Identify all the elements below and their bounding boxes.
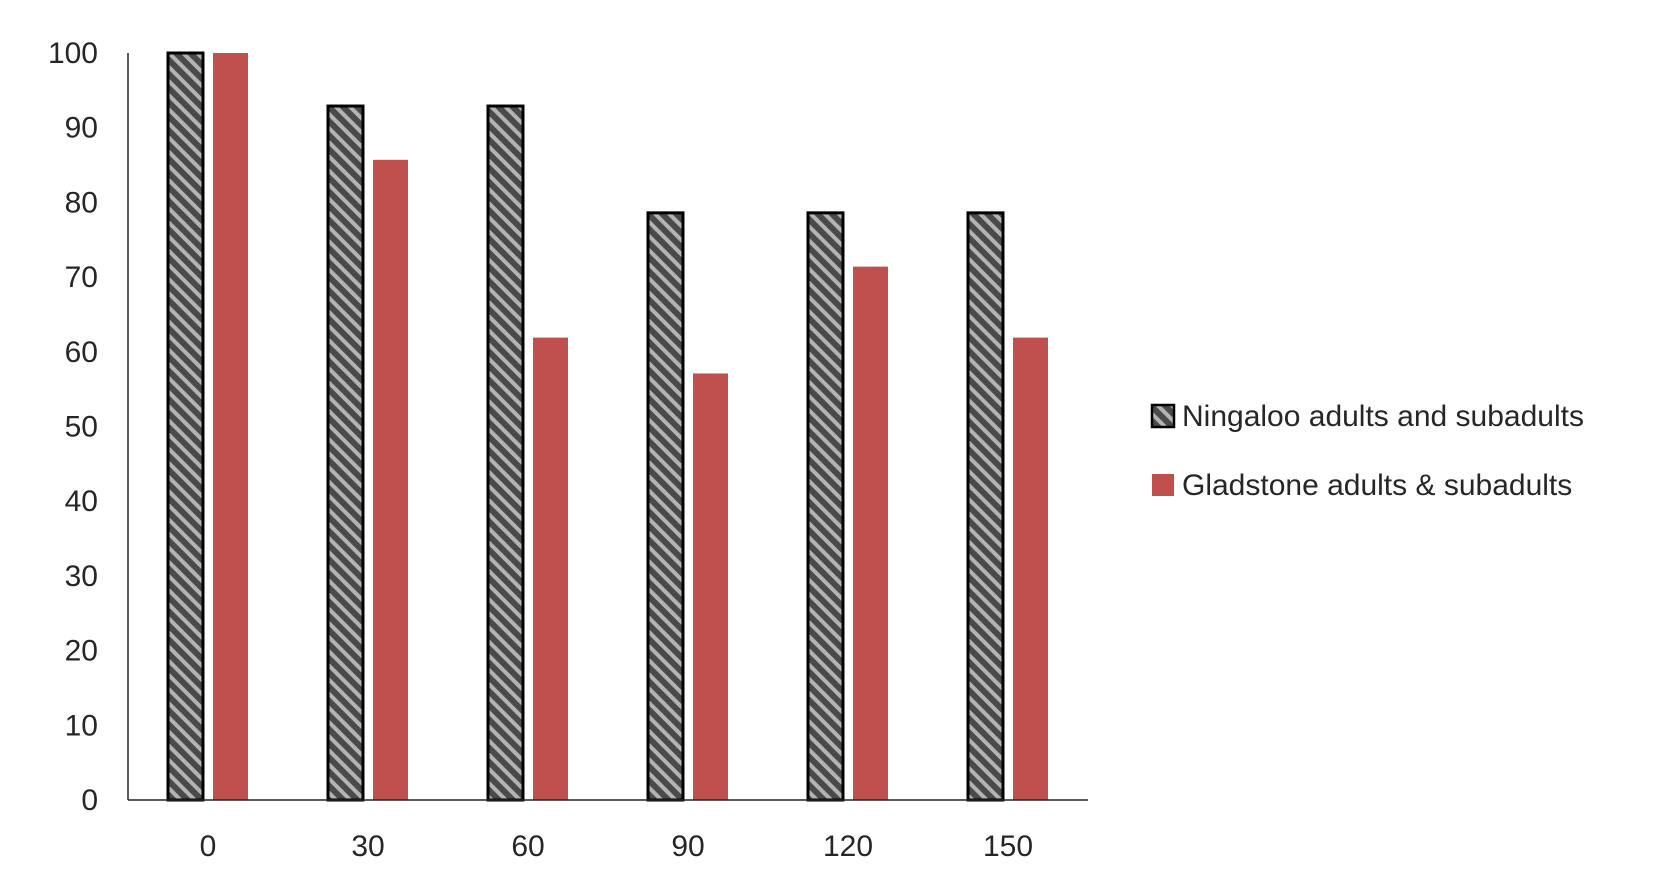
bar-gladstone-120 bbox=[853, 266, 888, 801]
legend: Ningaloo adults and subadults Gladstone a… bbox=[1150, 400, 1584, 502]
bar-ningaloo-150 bbox=[966, 211, 1005, 802]
y-tick-label: 100 bbox=[48, 37, 98, 70]
y-tick-label: 10 bbox=[65, 709, 98, 742]
x-tick-label: 60 bbox=[511, 830, 544, 863]
bar-ningaloo-60 bbox=[486, 104, 525, 802]
bar-gladstone-150 bbox=[1013, 337, 1048, 800]
y-tick-label: 30 bbox=[65, 560, 98, 593]
bar-gladstone-30 bbox=[373, 159, 408, 801]
y-tick-label: 90 bbox=[65, 112, 98, 145]
bar-ningaloo-120 bbox=[806, 211, 845, 802]
x-tick-label: 150 bbox=[983, 830, 1033, 863]
bar-gladstone-90 bbox=[693, 373, 728, 800]
x-axis: 0 30 60 90 120 150 bbox=[128, 799, 1088, 863]
bar-gladstone-60 bbox=[533, 337, 568, 800]
legend-swatch-gladstone bbox=[1152, 474, 1174, 496]
y-tick-label: 70 bbox=[65, 261, 98, 294]
x-tick-label: 120 bbox=[823, 830, 873, 863]
bar-ningaloo-30 bbox=[326, 104, 365, 802]
legend-swatch-ningaloo bbox=[1150, 403, 1176, 429]
bar-gladstone-0 bbox=[213, 53, 248, 800]
y-tick-label: 40 bbox=[65, 485, 98, 518]
y-tick-label: 0 bbox=[81, 784, 98, 817]
y-tick-label: 80 bbox=[65, 186, 98, 219]
bar-ningaloo-0 bbox=[166, 51, 205, 802]
y-tick-label: 60 bbox=[65, 336, 98, 369]
bar-ningaloo-90 bbox=[646, 211, 685, 802]
legend-label-gladstone: Gladstone adults & subadults bbox=[1182, 469, 1572, 502]
y-tick-label: 20 bbox=[65, 635, 98, 668]
x-tick-label: 30 bbox=[351, 830, 384, 863]
x-tick-label: 90 bbox=[671, 830, 704, 863]
y-axis: 0 10 20 30 40 50 60 70 80 90 100 bbox=[48, 37, 129, 817]
legend-label-ningaloo: Ningaloo adults and subadults bbox=[1182, 400, 1584, 433]
x-tick-label: 0 bbox=[200, 830, 217, 863]
plot-area bbox=[166, 51, 1048, 802]
y-tick-label: 50 bbox=[65, 411, 98, 444]
